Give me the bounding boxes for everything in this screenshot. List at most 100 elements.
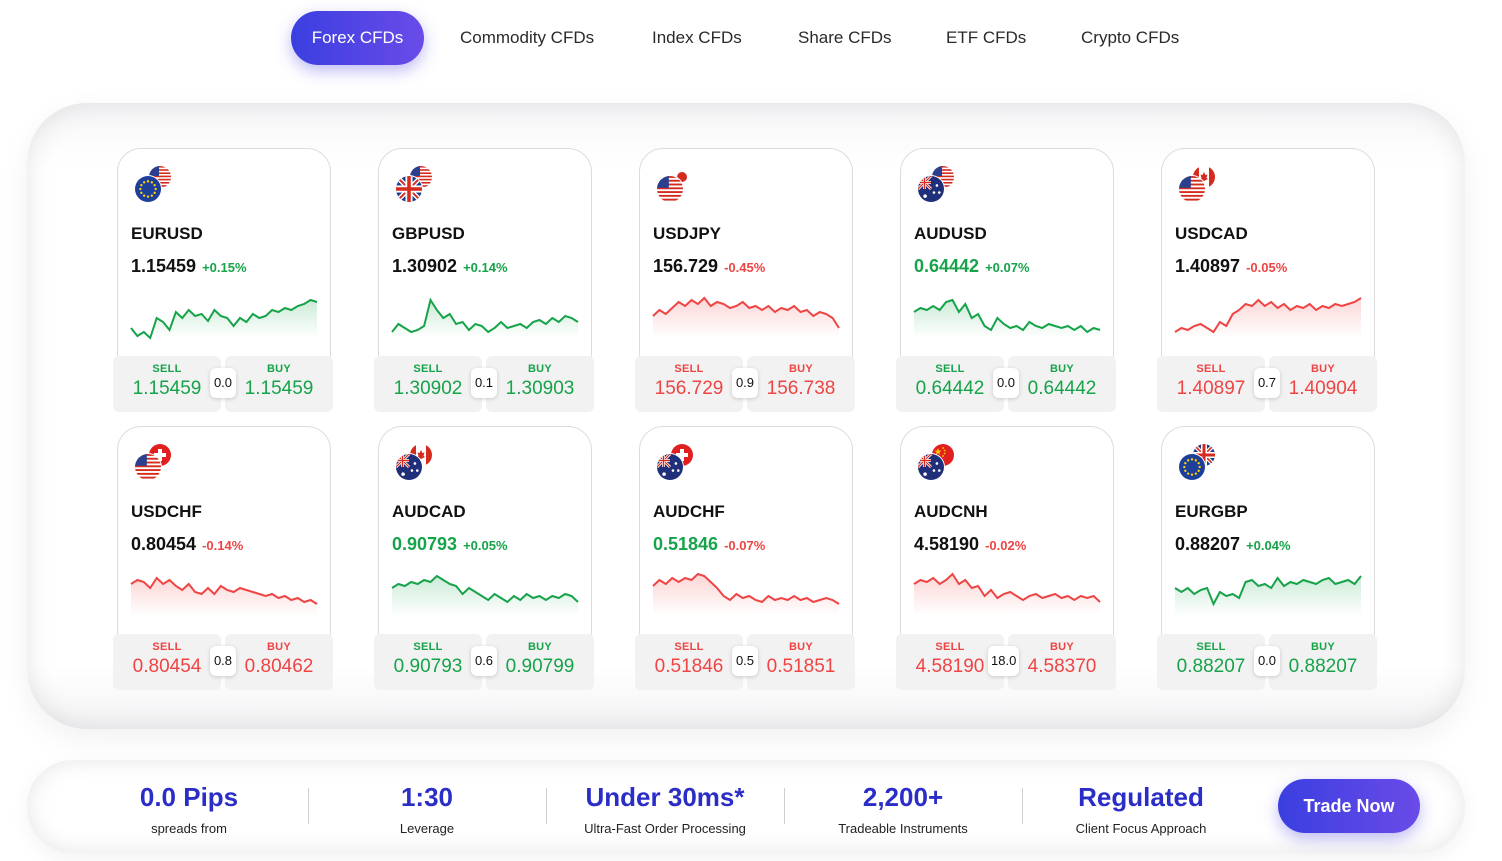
buy-button[interactable]: BUY 0.88207 xyxy=(1269,634,1377,690)
tab-commodity-cfds[interactable]: Commodity CFDs xyxy=(460,28,595,47)
buy-button[interactable]: BUY 0.90799 xyxy=(486,634,594,690)
stat-spreads: 0.0 Pips spreads from xyxy=(70,760,308,836)
price-line: 0.90793 +0.05% xyxy=(392,534,508,555)
sparkline-area xyxy=(653,574,839,616)
sell-button[interactable]: SELL 0.64442 xyxy=(896,356,1004,412)
instrument-card-audcnh[interactable]: AUDCNH 4.58190 -0.02% SELL 4.58190 BUY 4.58370… xyxy=(896,426,1116,690)
instrument-card-usdjpy[interactable]: USDJPY 156.729 -0.45% SELL 156.729 BUY 156.738… xyxy=(635,148,855,412)
instrument-card-usdchf[interactable]: USDCHF 0.80454 -0.14% SELL 0.80454 BUY 0.80462… xyxy=(113,426,333,690)
price: 4.58190 xyxy=(914,534,980,554)
sell-button[interactable]: SELL 1.15459 xyxy=(113,356,221,412)
sell-button[interactable]: SELL 156.729 xyxy=(635,356,743,412)
sell-button[interactable]: SELL 1.30902 xyxy=(374,356,482,412)
tab-share-cfds[interactable]: Share CFDs xyxy=(798,28,892,47)
instrument-card-eurgbp[interactable]: EURGBP 0.88207 +0.04% SELL 0.88207 BUY 0.88207… xyxy=(1157,426,1377,690)
sell-button[interactable]: SELL 0.80454 xyxy=(113,634,221,690)
sparkline-line xyxy=(130,576,318,605)
price: 1.15459 xyxy=(131,256,197,276)
symbol: USDJPY xyxy=(653,224,722,243)
sparkline-area xyxy=(1175,298,1361,338)
buy-button[interactable]: BUY 4.58370 xyxy=(1008,634,1116,690)
spread-badge: 0.0 xyxy=(993,368,1019,398)
spread-badge: 0.7 xyxy=(1254,368,1280,398)
instrument-card-audchf[interactable]: AUDCHF 0.51846 -0.07% SELL 0.51846 BUY 0.51851… xyxy=(635,426,855,690)
divider xyxy=(546,788,547,824)
sparkline-chart xyxy=(652,572,840,616)
sell-button[interactable]: SELL 0.88207 xyxy=(1157,634,1265,690)
instrument-card-audcad[interactable]: AUDCAD 0.90793 +0.05% SELL 0.90793 BUY 0.90799… xyxy=(374,426,594,690)
symbol: AUDCHF xyxy=(653,502,725,521)
buy-button[interactable]: BUY 1.15459 xyxy=(225,356,333,412)
buy-price: 156.738 xyxy=(766,378,836,399)
buy-price: 0.90799 xyxy=(505,656,575,677)
sell-button[interactable]: SELL 1.40897 xyxy=(1157,356,1265,412)
tab-crypto-cfds[interactable]: Crypto CFDs xyxy=(1081,28,1180,47)
buy-label: BUY xyxy=(788,641,814,653)
stat-order-speed: Under 30ms* Ultra-Fast Order Processing xyxy=(546,760,784,836)
buy-button[interactable]: BUY 156.738 xyxy=(747,356,855,412)
tab-index-cfds[interactable]: Index CFDs xyxy=(652,28,742,47)
tab-etf-cfds[interactable]: ETF CFDs xyxy=(946,28,1027,47)
buy-button[interactable]: BUY 0.80462 xyxy=(225,634,333,690)
instrument-card-gbpusd[interactable]: GBPUSD 1.30902 +0.14% SELL 1.30902 BUY 1.30903… xyxy=(374,148,594,412)
sparkline-line xyxy=(652,572,840,605)
stat-value: Regulated xyxy=(1078,782,1204,812)
buy-button[interactable]: BUY 1.40904 xyxy=(1269,356,1377,412)
buy-price: 1.15459 xyxy=(244,378,314,399)
flag-pair-icon xyxy=(134,443,172,481)
eu-flag-icon xyxy=(134,175,162,203)
sparkline-chart xyxy=(652,296,840,338)
symbol: EURUSD xyxy=(131,224,203,243)
au-flag-icon xyxy=(395,453,423,481)
stat-value: 1:30 xyxy=(400,782,454,812)
price-line: 0.88207 +0.04% xyxy=(1175,534,1291,555)
tab-forex-cfds[interactable]: Forex CFDs xyxy=(291,11,424,65)
au-flag-icon xyxy=(656,453,684,481)
sparkline-chart xyxy=(1174,575,1362,616)
instrument-card-audusd[interactable]: AUDUSD 0.64442 +0.07% SELL 0.64442 BUY 0.64442… xyxy=(896,148,1116,412)
sell-button[interactable]: SELL 0.51846 xyxy=(635,634,743,690)
flag-pair-icon xyxy=(1178,165,1216,203)
trade-now-button[interactable]: Trade Now xyxy=(1278,779,1420,833)
stat-value: Under 30ms* xyxy=(585,782,745,812)
sparkline-area xyxy=(392,300,578,338)
sell-button[interactable]: SELL 0.90793 xyxy=(374,634,482,690)
price-line: 4.58190 -0.02% xyxy=(914,534,1026,555)
sparkline-area xyxy=(914,300,1100,338)
flag-pair-icon xyxy=(395,165,433,203)
instrument-card-eurusd[interactable]: EURUSD 1.15459 +0.15% SELL 1.15459 BUY 1.15459… xyxy=(113,148,333,412)
price-line: 1.40897 -0.05% xyxy=(1175,256,1287,277)
stat-regulated: Regulated Client Focus Approach xyxy=(1022,760,1260,836)
buy-button[interactable]: BUY 1.30903 xyxy=(486,356,594,412)
price: 0.88207 xyxy=(1175,534,1241,554)
flag-pair-icon xyxy=(917,443,955,481)
sell-button[interactable]: SELL 4.58190 xyxy=(896,634,1004,690)
sell-price: 156.729 xyxy=(654,378,724,399)
sparkline-line xyxy=(913,572,1101,603)
spread-badge: 0.6 xyxy=(471,646,497,676)
change-percent: +0.07% xyxy=(985,260,1030,275)
price: 0.80454 xyxy=(131,534,197,554)
instrument-card-usdcad[interactable]: USDCAD 1.40897 -0.05% SELL 1.40897 BUY 1.40904… xyxy=(1157,148,1377,412)
sparkline-line xyxy=(913,298,1101,334)
price-line: 0.51846 -0.07% xyxy=(653,534,765,555)
sell-price: 0.51846 xyxy=(654,656,724,677)
buy-price: 1.30903 xyxy=(505,378,575,399)
sparkline-chart xyxy=(913,298,1101,338)
buy-button[interactable]: BUY 0.51851 xyxy=(747,634,855,690)
sparkline-area xyxy=(1175,576,1361,616)
au-flag-icon xyxy=(917,453,945,481)
buy-label: BUY xyxy=(788,363,814,375)
change-percent: -0.07% xyxy=(724,538,766,553)
instruments-panel: EURUSD 1.15459 +0.15% SELL 1.15459 BUY 1.15459… xyxy=(27,103,1465,729)
spread-badge: 0.9 xyxy=(732,368,758,398)
change-percent: -0.45% xyxy=(724,260,766,275)
change-percent: +0.15% xyxy=(202,260,247,275)
us-flag-icon xyxy=(656,175,684,203)
buy-button[interactable]: BUY 0.64442 xyxy=(1008,356,1116,412)
us-flag-icon xyxy=(1178,175,1206,203)
buy-price: 4.58370 xyxy=(1027,656,1097,677)
sell-price: 1.30902 xyxy=(393,378,463,399)
change-percent: +0.14% xyxy=(463,260,508,275)
sparkline-line xyxy=(1174,297,1362,334)
